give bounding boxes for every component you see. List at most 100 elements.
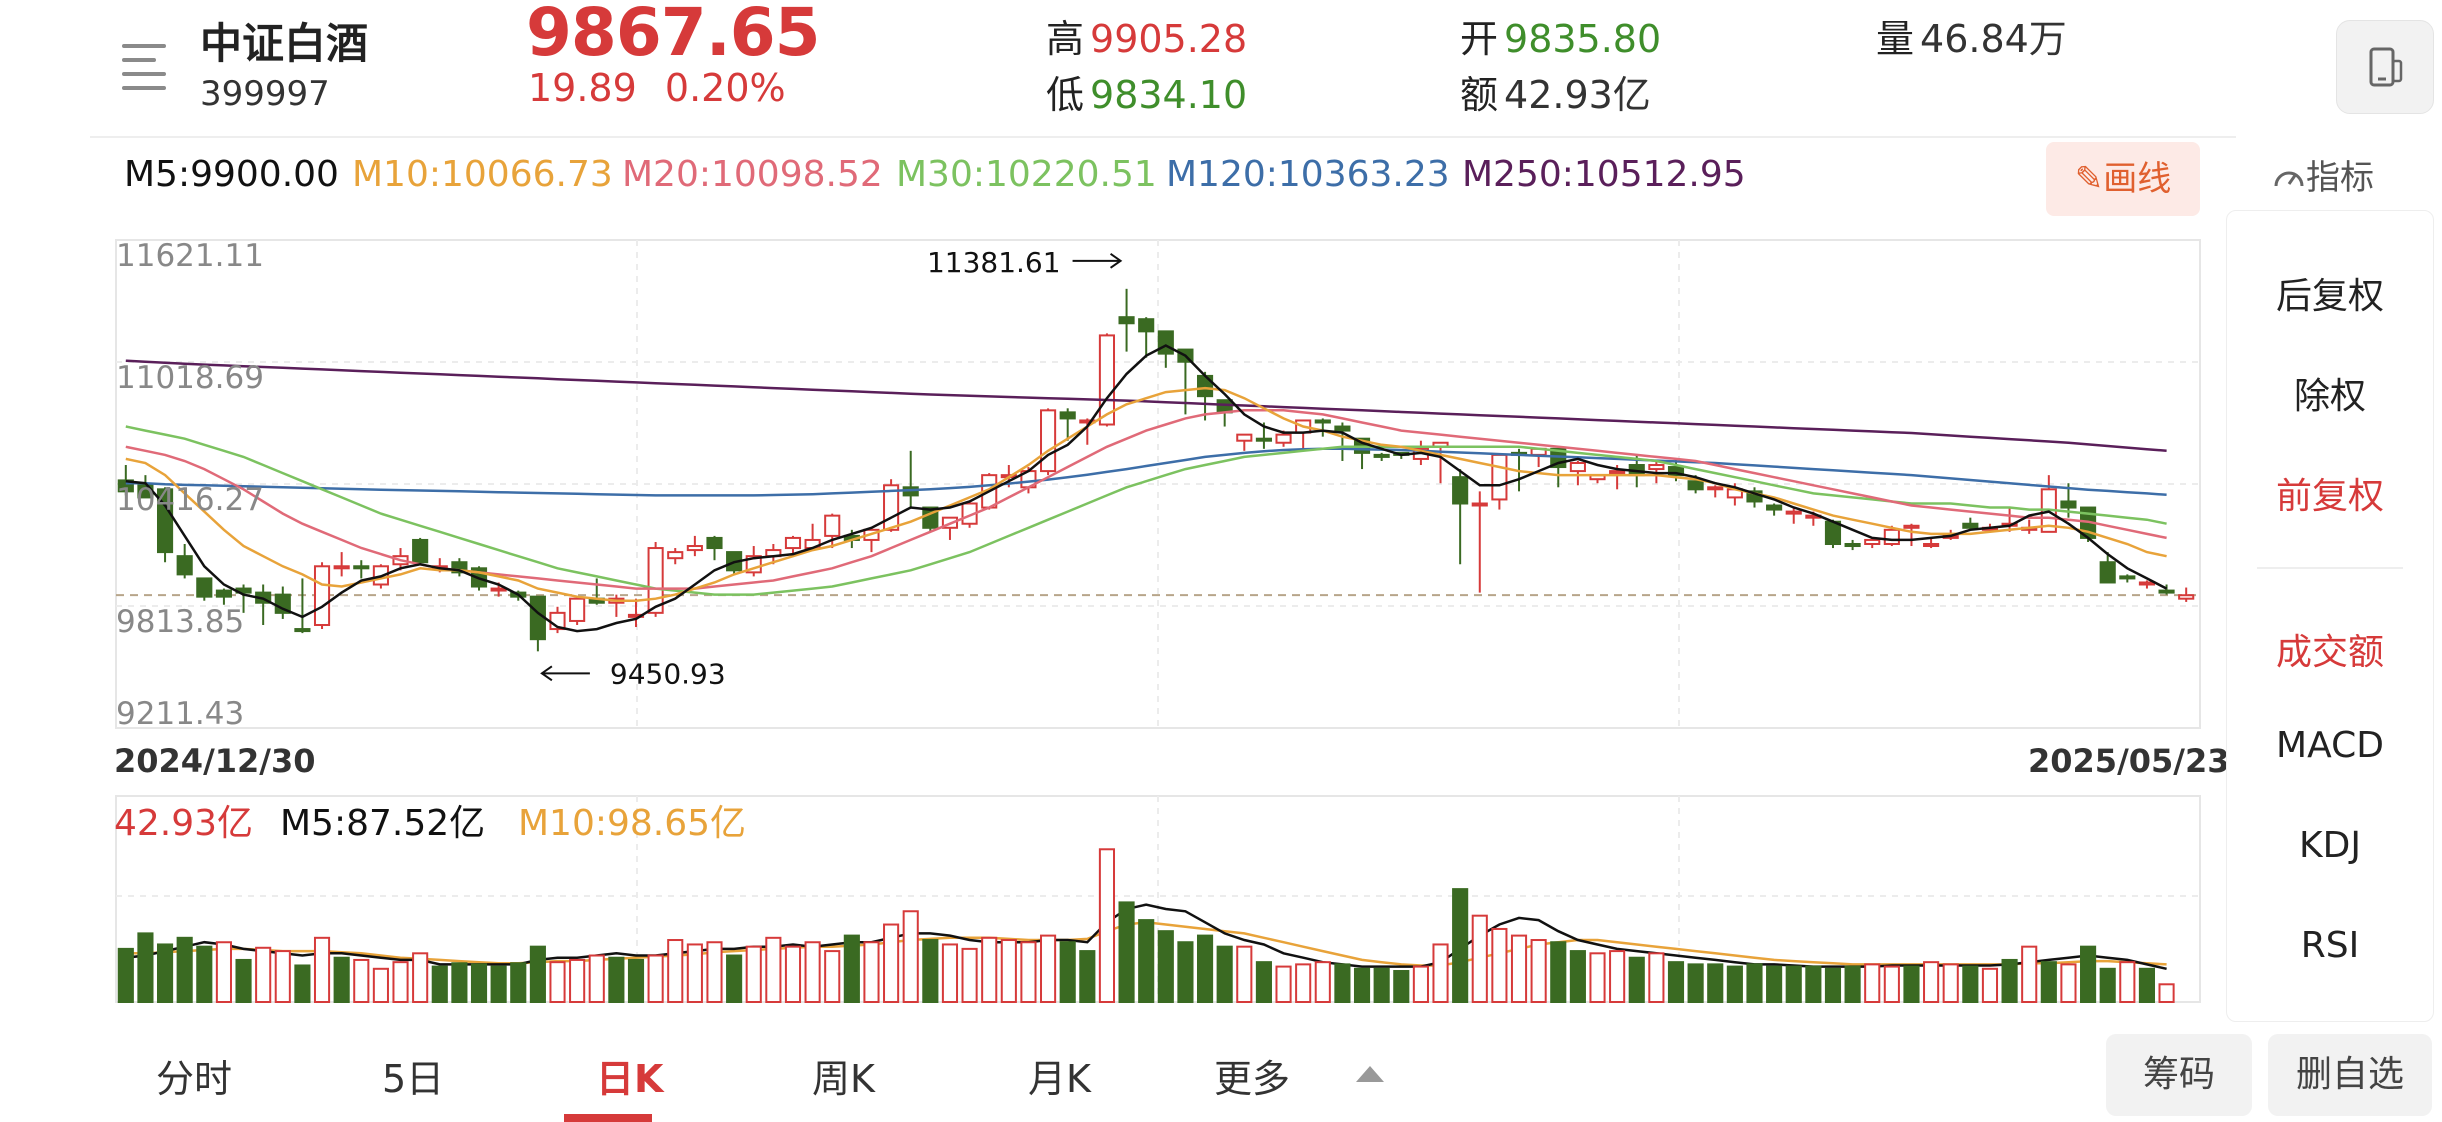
candle-down [1314, 419, 1331, 424]
tab-5day[interactable]: 5日 [382, 1057, 445, 1101]
ma120-line [125, 447, 2167, 497]
volume-bar-down [1393, 970, 1410, 1003]
volume-ma5-legend: M5:87.52亿 [280, 803, 486, 844]
side-item-rsi[interactable]: RSI [2300, 925, 2360, 966]
volume-bar-up [824, 950, 841, 1003]
volume-bar-down [156, 943, 174, 1003]
volume-bar-down [608, 956, 625, 1004]
volume-bar-down [922, 939, 939, 1004]
candle-up [313, 565, 331, 627]
side-item-ex-rights[interactable]: 除权 [2293, 376, 2366, 417]
volume-bar-up [1923, 961, 1940, 1003]
candle-up [1785, 510, 1802, 515]
y-tick-label: 11018.69 [116, 360, 264, 396]
device-toggle-button[interactable] [2336, 20, 2434, 114]
volume-bar-up [353, 958, 370, 1003]
tab-weekly-k[interactable]: 周K [812, 1057, 875, 1101]
volume-bar-up [883, 923, 900, 1003]
ma20-legend: M20:10098.52 [622, 154, 883, 195]
volume-bar-down [451, 962, 468, 1003]
tab-daily-k[interactable]: 日K [596, 1057, 664, 1101]
side-item-post-adjusted[interactable]: 后复权 [2275, 276, 2384, 317]
candle-up [1903, 524, 1920, 529]
candlesticks [117, 288, 2195, 652]
candle-up [1864, 538, 1881, 545]
volume-bar-down [1746, 963, 1763, 1004]
indicator-button[interactable]: 指标 [2272, 150, 2374, 199]
candle-down [451, 561, 468, 574]
side-item-pre-adjusted[interactable]: 前复权 [2275, 476, 2384, 517]
volume-bars [117, 848, 2175, 1004]
volume-bar-up [1000, 939, 1017, 1004]
tab-more[interactable]: 更多 [1214, 1057, 1291, 1101]
volume-bar-up [1275, 965, 1292, 1004]
chart-labels: 11621.11 11018.69 10416.27 9813.85 9211.43 11… [116, 238, 1123, 732]
max-price-label: 11381.61 [927, 246, 1061, 279]
volume-bar-down [1196, 934, 1214, 1003]
volume-bar-up [1295, 963, 1312, 1004]
candle-down [176, 555, 193, 576]
candle-down [1138, 318, 1155, 333]
volume-bar-up [941, 943, 959, 1003]
volume-bar-down [1079, 950, 1096, 1003]
volume-bar-up [961, 947, 978, 1004]
candle-down [1373, 453, 1390, 458]
index-code: 399997 [200, 74, 330, 114]
volume-bar-down [1353, 967, 1371, 1003]
price-change: 19.89 0.20% [528, 66, 786, 110]
volume-bar-up [1883, 965, 1900, 1004]
candle-down [2060, 500, 2077, 509]
volume-bar-up [1471, 914, 1488, 1003]
side-item-turnover[interactable]: 成交额 [2275, 632, 2384, 673]
side-panel: 后复权 除权 前复权 成交额 MACD KDJ RSI [2226, 210, 2434, 1022]
volume-bar-down [1962, 965, 1979, 1004]
volume-bar-down [726, 954, 743, 1004]
volume-bar-up [1432, 943, 1449, 1003]
volume-bar-up [1236, 945, 1253, 1004]
volume-stat: 量 46.84万 [1876, 17, 2067, 61]
volume-bar-up [2021, 945, 2038, 1004]
volume-bar-up [1942, 963, 1959, 1004]
volume-bar-down [2001, 958, 2018, 1003]
amount-value: 42.93亿 [1504, 73, 1651, 117]
ma250-legend: M250:10512.95 [1462, 154, 1746, 195]
volume-bar-up [745, 945, 762, 1004]
volume-bar-down [117, 947, 134, 1004]
volume-bar-down [1452, 888, 1469, 1003]
side-item-kdj[interactable]: KDJ [2299, 825, 2361, 866]
candle-down [1255, 437, 1272, 442]
candle-up [1648, 464, 1665, 471]
candle-up [2138, 581, 2156, 586]
volume-bar-down [1766, 965, 1783, 1004]
volume-bar-up [2119, 961, 2136, 1003]
chips-button[interactable]: 筹码 [2106, 1034, 2252, 1116]
candle-up [1236, 433, 1253, 442]
volume-bar-up [981, 936, 998, 1004]
open-value: 9835.80 [1504, 17, 1662, 61]
volume-bar-up [1040, 934, 1057, 1003]
volume-bar-up [1648, 952, 1665, 1003]
volume-bar-down [333, 956, 350, 1004]
volume-bar-down [1805, 965, 1822, 1004]
candle-down [196, 577, 213, 598]
x-end-date: 2025/05/23 [2028, 742, 2230, 780]
caret-up-icon[interactable] [1356, 1066, 1384, 1082]
menu-icon[interactable] [122, 44, 174, 90]
remove-watchlist-button[interactable]: 删自选 [2268, 1034, 2432, 1116]
candle-down [1157, 330, 1174, 355]
side-item-macd[interactable]: MACD [2276, 725, 2384, 766]
candle-down [1059, 411, 1076, 420]
tab-intraday[interactable]: 分时 [156, 1057, 233, 1101]
tab-monthly-k[interactable]: 月K [1028, 1057, 1091, 1101]
candle-down [294, 628, 311, 633]
volume-bar-down [627, 958, 645, 1003]
volume-bar-down [1373, 967, 1390, 1003]
volume-bar-up [1491, 927, 1508, 1004]
volume-bar-up [1412, 965, 1429, 1004]
volume-bar-down [2138, 967, 2156, 1003]
candle-up [569, 597, 586, 622]
candle-down [2099, 561, 2116, 584]
candle-up [1491, 453, 1508, 501]
draw-line-button[interactable]: ✎画线 [2046, 142, 2200, 216]
